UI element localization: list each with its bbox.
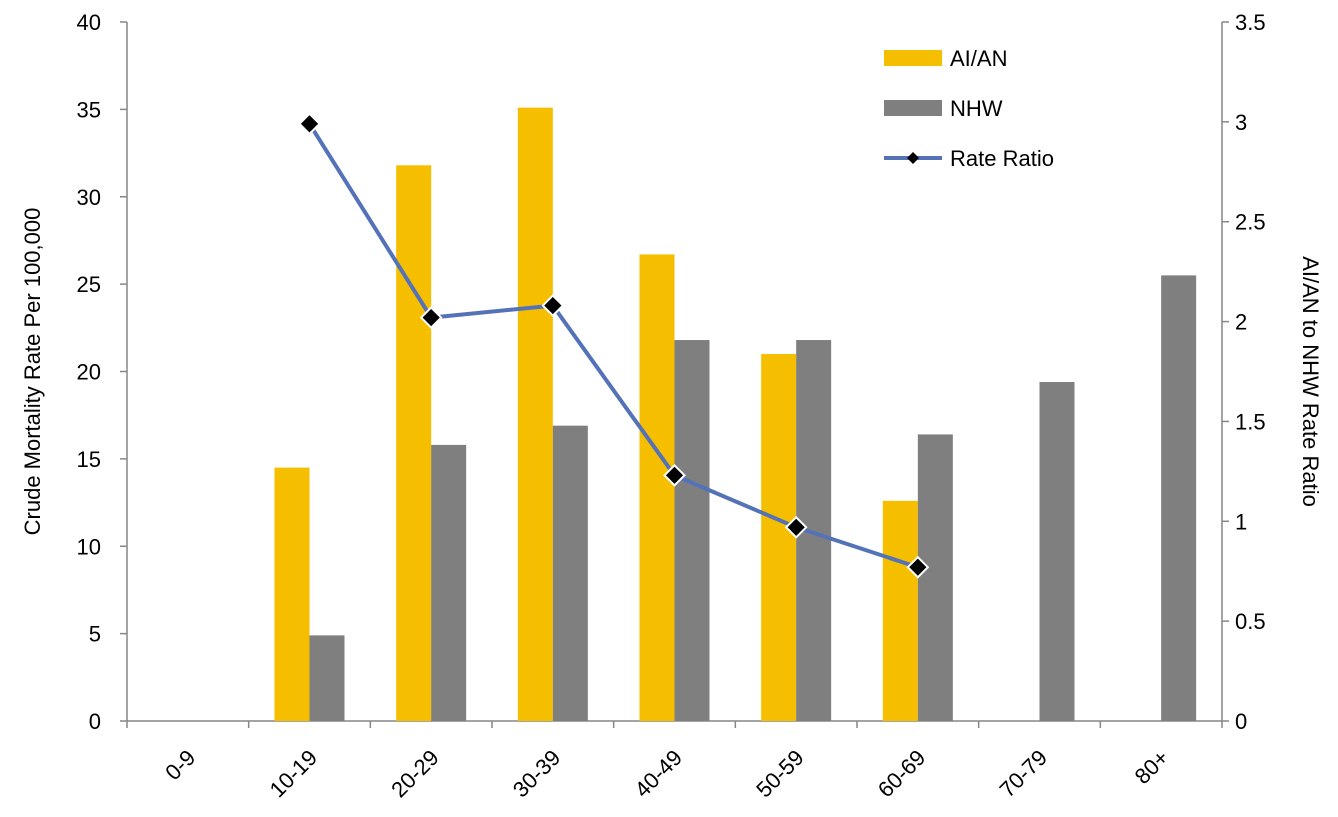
x-tick-label: 80+: [1130, 745, 1174, 789]
legend-label: NHW: [950, 96, 1003, 121]
line-series: [298, 112, 930, 579]
x-tick-label: 40-49: [630, 745, 687, 802]
bar-nhw: [917, 434, 953, 721]
bar-aian: [396, 165, 432, 722]
legend-swatch-nhw: [884, 100, 942, 116]
left-axis-title: Crude Mortality Rate Per 100,000: [20, 208, 45, 536]
rate-ratio-marker: [663, 463, 686, 487]
left-tick-label: 30: [77, 185, 101, 210]
legend: AI/AN NHW Rate Ratio: [884, 46, 1054, 171]
rate-ratio-line: [307, 122, 919, 570]
legend-diamond-icon: [907, 152, 919, 164]
left-tick-label: 25: [77, 272, 101, 297]
x-tick-label: 0-9: [160, 745, 200, 785]
x-tick-label: 10-19: [265, 745, 322, 802]
rate-ratio-marker: [298, 112, 321, 136]
x-tick-label: 60-69: [873, 745, 930, 802]
bar-aian: [517, 107, 553, 721]
legend-swatch-aian: [884, 50, 942, 66]
left-tick-label: 10: [77, 534, 101, 559]
x-tick-label: 20-29: [386, 745, 443, 802]
bar-nhw: [309, 635, 345, 721]
bar-aian: [274, 467, 310, 721]
left-tick-label: 35: [77, 97, 101, 122]
left-tick-label: 40: [77, 10, 101, 35]
right-tick-label: 2: [1235, 310, 1247, 335]
bar-aian: [639, 254, 675, 722]
legend-label: AI/AN: [950, 46, 1007, 71]
x-tick-label: 70-79: [995, 745, 1052, 802]
legend-label: Rate Ratio: [950, 146, 1054, 171]
x-axis: 0-9 10-19 20-29 30-39 40-49 50-59 60-69 70-79 80…: [126, 721, 1223, 802]
left-tick-label: 0: [89, 709, 101, 734]
x-tick-label: 30-39: [508, 745, 565, 802]
bar-series: [274, 107, 1197, 722]
bar-nhw: [674, 340, 710, 721]
right-tick-label: 3: [1235, 110, 1247, 135]
left-y-axis: 0 5 10 15 20 25 30 35 40: [77, 10, 127, 734]
x-tick-label: 50-59: [751, 745, 808, 802]
left-tick-label: 20: [77, 360, 101, 385]
right-tick-label: 1: [1235, 509, 1247, 534]
right-y-axis: 0 0.5 1 1.5 2 2.5 3 3.5: [1222, 10, 1266, 734]
bar-aian: [882, 500, 918, 721]
right-tick-label: 1.5: [1235, 409, 1266, 434]
rate-ratio-marker: [906, 555, 930, 579]
right-tick-label: 0.5: [1235, 609, 1266, 634]
left-tick-label: 15: [77, 447, 101, 472]
bar-aian: [761, 354, 797, 721]
right-tick-label: 2.5: [1235, 210, 1266, 235]
left-tick-label: 5: [89, 622, 101, 647]
right-tick-label: 3.5: [1235, 10, 1266, 35]
right-tick-label: 0: [1235, 709, 1247, 734]
rate-ratio-marker: [541, 294, 565, 318]
rate-ratio-marker: [419, 306, 443, 329]
bar-nhw: [431, 444, 467, 721]
bar-nhw: [552, 425, 588, 721]
bar-nhw: [1161, 275, 1197, 721]
rate-ratio-marker: [784, 515, 808, 539]
bar-nhw: [1039, 381, 1075, 721]
right-axis-title: AI/AN to NHW Rate Ratio: [1298, 256, 1323, 507]
